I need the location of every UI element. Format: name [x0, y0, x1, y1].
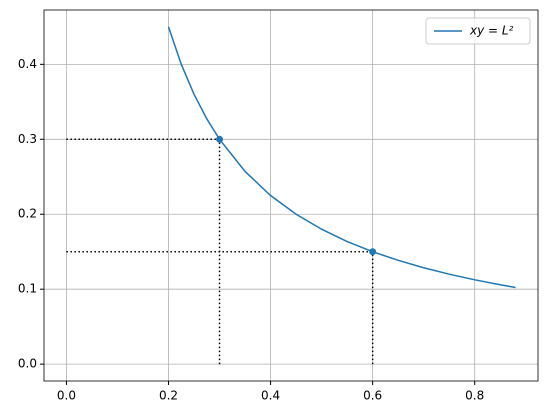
- x-tick-label: 0.2: [159, 389, 178, 403]
- plot-frame: [43, 9, 539, 382]
- y-tick-label: 0.3: [18, 132, 37, 146]
- point: [216, 135, 224, 143]
- point: [369, 248, 377, 256]
- y-tick-label: 0.1: [18, 282, 37, 296]
- y-tick-label: 0.4: [18, 57, 37, 71]
- legend: xy = L²: [425, 17, 531, 45]
- x-tick-label: 0.0: [57, 389, 76, 403]
- x-tick-label: 0.6: [363, 389, 382, 403]
- y-tick-label: 0.2: [18, 207, 37, 221]
- legend-box: [425, 17, 531, 45]
- legend-label: xy = L²: [469, 24, 514, 38]
- y-tick-label: 0.0: [18, 357, 37, 371]
- x-tick-label: 0.8: [465, 389, 484, 403]
- x-tick-label: 0.4: [261, 389, 280, 403]
- line: [167, 26, 516, 289]
